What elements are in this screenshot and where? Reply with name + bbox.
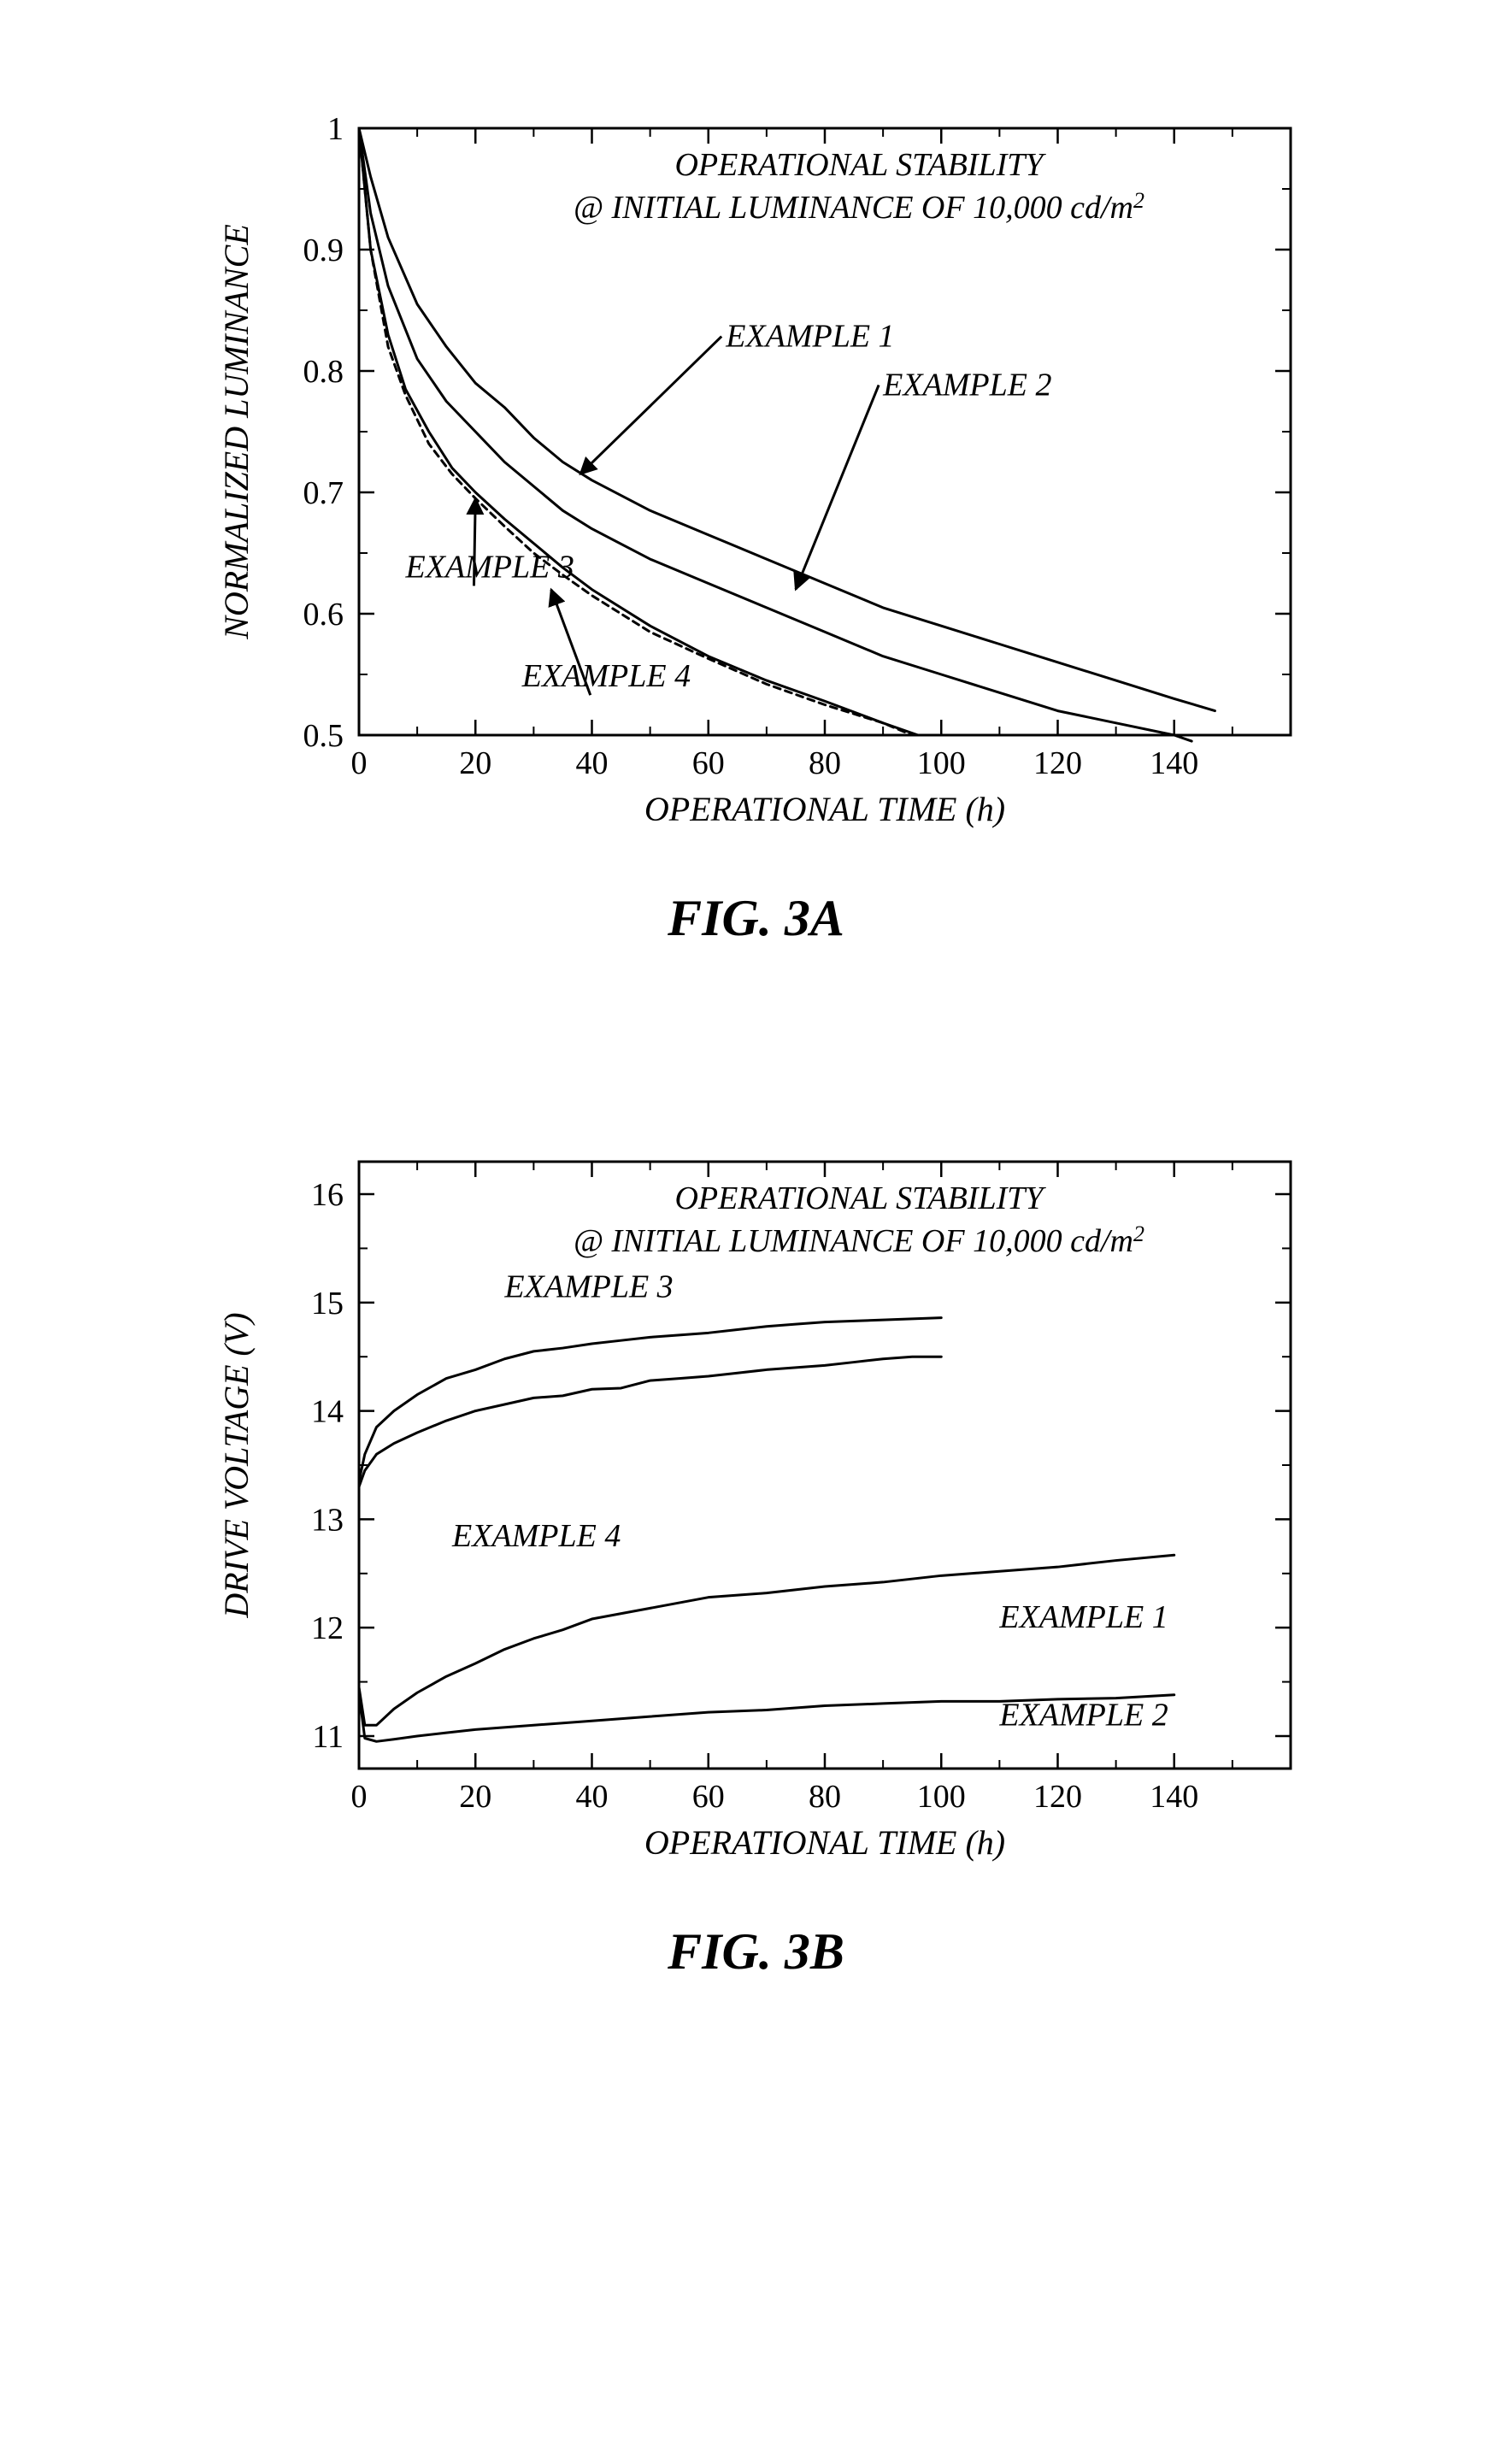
svg-text:EXAMPLE 1: EXAMPLE 1 (725, 319, 894, 355)
svg-text:0.7: 0.7 (303, 475, 344, 511)
svg-text:EXAMPLE 4: EXAMPLE 4 (521, 658, 690, 694)
chart-3a-wrap: 0 20 40 60 80 100 120 140 0.5 0.6 0.7 0.8 0.9 1 OPERAT… (179, 68, 1333, 838)
svg-text:20: 20 (459, 745, 491, 781)
caption-3a: FIG. 3A (103, 889, 1409, 948)
svg-text:0.5: 0.5 (303, 718, 344, 754)
svg-text:OPERATIONAL TIME (h): OPERATIONAL TIME (h) (644, 1823, 1004, 1862)
svg-text:EXAMPLE 1: EXAMPLE 1 (998, 1599, 1168, 1635)
svg-text:@ INITIAL LUMINANCE OF 10,000: @ INITIAL LUMINANCE OF 10,000 cd/m2 (574, 1221, 1144, 1259)
svg-text:20: 20 (459, 1779, 491, 1815)
svg-text:EXAMPLE 2: EXAMPLE 2 (998, 1697, 1168, 1733)
svg-text:100: 100 (916, 1779, 965, 1815)
svg-text:NORMALIZED LUMINANCE: NORMALIZED LUMINANCE (217, 224, 256, 640)
svg-text:EXAMPLE 4: EXAMPLE 4 (451, 1518, 621, 1554)
svg-text:0.9: 0.9 (303, 233, 344, 268)
svg-text:OPERATIONAL STABILITY: OPERATIONAL STABILITY (674, 1180, 1046, 1216)
svg-text:0: 0 (350, 1779, 367, 1815)
svg-text:120: 120 (1033, 1779, 1082, 1815)
figure-3b: 0 20 40 60 80 100 120 140 11 12 13 14 15 16 OPERATIONA… (103, 1102, 1409, 1981)
svg-text:12: 12 (311, 1610, 344, 1646)
svg-text:60: 60 (691, 1779, 724, 1815)
svg-text:40: 40 (575, 745, 608, 781)
svg-text:OPERATIONAL STABILITY: OPERATIONAL STABILITY (674, 147, 1046, 183)
svg-text:100: 100 (916, 745, 965, 781)
svg-text:@ INITIAL LUMINANCE OF 10,000: @ INITIAL LUMINANCE OF 10,000 cd/m2 (574, 188, 1144, 226)
chart-3a-svg: 0 20 40 60 80 100 120 140 0.5 0.6 0.7 0.8 0.9 1 OPERAT… (179, 68, 1333, 838)
svg-text:EXAMPLE 3: EXAMPLE 3 (404, 549, 574, 585)
svg-text:16: 16 (311, 1177, 344, 1213)
svg-text:120: 120 (1033, 745, 1082, 781)
svg-text:15: 15 (311, 1286, 344, 1322)
svg-text:0.6: 0.6 (303, 597, 344, 633)
svg-text:60: 60 (691, 745, 724, 781)
svg-text:40: 40 (575, 1779, 608, 1815)
svg-text:13: 13 (311, 1502, 344, 1538)
svg-text:EXAMPLE 2: EXAMPLE 2 (882, 367, 1051, 403)
svg-text:EXAMPLE 3: EXAMPLE 3 (503, 1269, 673, 1304)
svg-text:0: 0 (350, 745, 367, 781)
svg-text:14: 14 (311, 1394, 344, 1430)
svg-text:OPERATIONAL TIME (h): OPERATIONAL TIME (h) (644, 790, 1004, 828)
svg-text:DRIVE VOLTAGE (V): DRIVE VOLTAGE (V) (217, 1312, 256, 1618)
series-example3 (359, 1318, 941, 1481)
svg-text:11: 11 (312, 1719, 344, 1755)
chart-3b-svg: 0 20 40 60 80 100 120 140 11 12 13 14 15 16 OPERATIONA… (179, 1102, 1333, 1871)
svg-text:140: 140 (1150, 1779, 1198, 1815)
svg-text:0.8: 0.8 (303, 354, 344, 390)
svg-text:80: 80 (809, 745, 841, 781)
svg-text:80: 80 (809, 1779, 841, 1815)
figure-3a: 0 20 40 60 80 100 120 140 0.5 0.6 0.7 0.8 0.9 1 OPERAT… (103, 68, 1409, 948)
chart-3b-wrap: 0 20 40 60 80 100 120 140 11 12 13 14 15 16 OPERATIONA… (179, 1102, 1333, 1871)
caption-3b: FIG. 3B (103, 1922, 1409, 1981)
svg-text:140: 140 (1150, 745, 1198, 781)
series-example4 (359, 1357, 941, 1486)
svg-text:1: 1 (327, 111, 344, 147)
